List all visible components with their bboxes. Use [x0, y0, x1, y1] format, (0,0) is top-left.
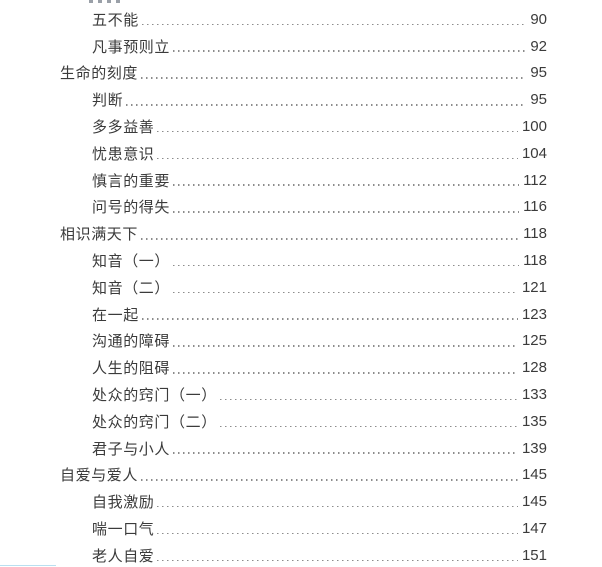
toc-entry[interactable]: 在一起 123	[60, 301, 547, 328]
dot-leader	[173, 50, 527, 52]
toc-entry[interactable]: 老人自爱 151	[60, 542, 547, 567]
toc-entry[interactable]: 多多益善 100	[60, 113, 547, 140]
toc-page-number: 95	[530, 91, 547, 109]
toc-entry-label: 自爱与爱人	[60, 467, 139, 485]
toc-page-number: 135	[521, 412, 547, 430]
toc-page-number: 118	[523, 252, 547, 270]
toc-entry[interactable]: 处众的窍门（二） 135	[60, 408, 547, 435]
toc-entry-label: 慎言的重要	[92, 172, 171, 190]
toc-entry[interactable]: 五不能 90	[60, 6, 547, 33]
toc-page-number: 90	[530, 10, 547, 28]
toc-page-number: 139	[521, 439, 547, 457]
toc-page-number: 147	[521, 520, 547, 538]
dot-leader	[157, 157, 518, 160]
dot-leader	[157, 505, 518, 508]
dot-leader	[157, 130, 518, 133]
dot-leader	[141, 77, 527, 79]
toc-page-number: 116	[523, 198, 547, 216]
toc-entry-label: 沟通的障碍	[92, 333, 171, 351]
dot-leader	[126, 104, 527, 106]
toc-entry-label: 喘一口气	[92, 521, 155, 539]
toc-entry-label: 处众的窍门（二）	[92, 413, 217, 431]
toc-entry[interactable]: 判断 95	[60, 86, 547, 113]
toc-entry-label: 五不能	[92, 11, 139, 29]
toc-page-number: 123	[521, 305, 547, 323]
toc-page-number: 118	[523, 225, 547, 243]
bottom-edge-accent-line	[0, 564, 56, 566]
toc-page-number: 151	[521, 546, 547, 564]
toc-entry-label: 知音（二）	[92, 279, 171, 297]
dot-leader	[173, 372, 518, 374]
toc-entry-label: 君子与小人	[92, 440, 171, 458]
toc-entry-label: 问号的得失	[92, 199, 171, 217]
dot-leader	[219, 398, 518, 401]
toc-page-number: 133	[521, 386, 547, 404]
toc-page-number: 95	[530, 64, 547, 82]
dot-leader	[157, 532, 518, 535]
dot-leader	[173, 345, 518, 347]
toc-entry-label: 忧患意识	[92, 145, 155, 163]
toc-page-number: 145	[521, 466, 547, 484]
toc-entry[interactable]: 生命的刻度 95	[60, 60, 547, 87]
toc-page-number: 121	[521, 278, 547, 296]
toc-entry[interactable]: 处众的窍门（一） 133	[60, 381, 547, 408]
dot-leader	[173, 211, 520, 213]
toc-entry[interactable]: 自我激励 145	[60, 488, 547, 515]
dot-leader	[173, 291, 518, 294]
toc-page-number: 145	[521, 493, 547, 511]
toc-entry[interactable]: 喘一口气 147	[60, 515, 547, 542]
dot-leader	[141, 479, 518, 481]
toc-page-number: 125	[521, 332, 547, 350]
toc-entry-label: 相识满天下	[60, 226, 139, 244]
toc-entry-label: 自我激励	[92, 494, 155, 512]
dot-leader	[173, 264, 520, 267]
toc-entry[interactable]: 自爱与爱人 145	[60, 462, 547, 489]
toc-page-number: 92	[530, 37, 547, 55]
toc-entry-label: 凡事预则立	[92, 38, 171, 56]
toc-entry[interactable]: 知音（一） 118	[60, 247, 547, 274]
toc-entry-label: 生命的刻度	[60, 65, 139, 83]
toc-entry-label: 判断	[92, 92, 124, 110]
dot-leader	[157, 559, 518, 562]
toc-entry[interactable]: 知音（二） 121	[60, 274, 547, 301]
toc-entry[interactable]: 问号的得失 116	[60, 194, 547, 221]
dot-leader	[219, 425, 518, 428]
toc-entry[interactable]: 凡事预则立 92	[60, 33, 547, 60]
toc-entry-label: 老人自爱	[92, 547, 155, 565]
dot-leader	[141, 318, 518, 320]
clipped-text-fragment	[89, 0, 123, 3]
toc-page-number: 100	[521, 118, 547, 136]
dot-leader	[173, 184, 520, 186]
toc-entry[interactable]: 忧患意识 104	[60, 140, 547, 167]
toc-page-number: 104	[521, 144, 547, 162]
toc-entry[interactable]: 相识满天下 118	[60, 220, 547, 247]
dot-leader	[141, 23, 527, 26]
toc-entry[interactable]: 君子与小人 139	[60, 435, 547, 462]
toc-entry-label: 知音（一）	[92, 253, 171, 271]
toc-page-number: 128	[521, 359, 547, 377]
dot-leader	[141, 238, 520, 240]
toc-entry-label: 在一起	[92, 306, 139, 324]
toc-entry-label: 处众的窍门（一）	[92, 387, 217, 405]
toc-entry[interactable]: 慎言的重要 112	[60, 167, 547, 194]
toc-page-number: 112	[523, 171, 547, 189]
toc-entry-label: 人生的阻碍	[92, 360, 171, 378]
toc-entry-label: 多多益善	[92, 119, 155, 137]
dot-leader	[173, 452, 518, 454]
toc-entry[interactable]: 人生的阻碍 128	[60, 354, 547, 381]
toc-entry[interactable]: 沟通的障碍 125	[60, 328, 547, 355]
